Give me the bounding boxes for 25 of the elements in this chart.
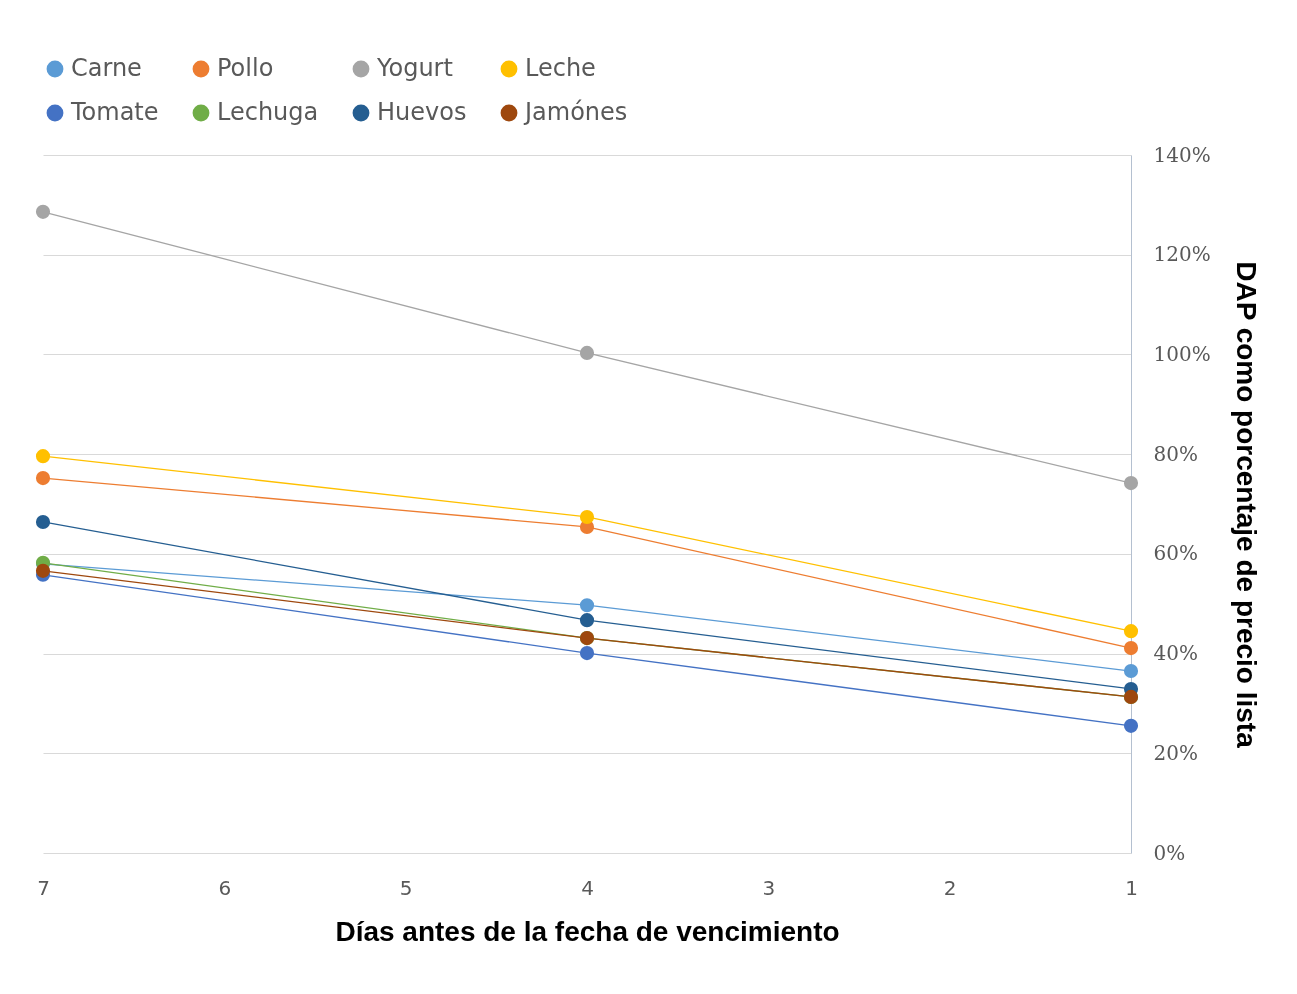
y-tick-label: 40% (1153, 641, 1198, 666)
y-tick-label: 80% (1153, 441, 1198, 466)
y-axis-title: DAP como porcentaje de precio lista (1230, 261, 1262, 749)
legend-label: Yogurt (376, 54, 453, 82)
y-tick-label: 0% (1153, 840, 1186, 865)
y-tick-label: 60% (1153, 541, 1198, 566)
legend-label: Leche (525, 54, 596, 82)
legend-label: Pollo (217, 54, 274, 82)
x-tick-label: 5 (399, 875, 413, 900)
x-tick-label: 3 (762, 875, 776, 900)
x-tick-label: 7 (37, 875, 50, 900)
y-tick-label: 140% (1153, 142, 1211, 167)
y-tick-label: 100% (1153, 341, 1211, 366)
x-tick-label: 6 (218, 875, 232, 900)
x-axis-title: Días antes de la fecha de vencimiento (335, 915, 840, 947)
legend-label: Huevos (377, 98, 467, 126)
legend-label: Lechuga (217, 98, 319, 126)
legend-label: Tomate (70, 98, 159, 126)
legend-label: Jamónes (523, 98, 628, 126)
x-tick-label: 1 (1125, 875, 1138, 900)
y-tick-label: 120% (1153, 242, 1211, 267)
legend-label: Carne (71, 54, 142, 82)
y-tick-label: 20% (1153, 740, 1198, 765)
x-tick-label: 2 (943, 875, 957, 900)
x-tick-label: 4 (581, 875, 594, 900)
